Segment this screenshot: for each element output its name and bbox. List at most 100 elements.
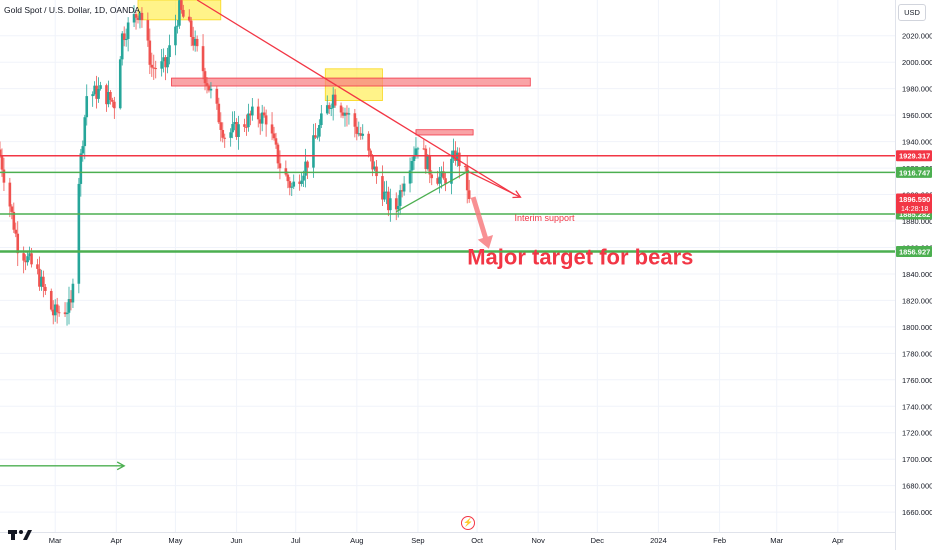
- y-tick-label: 1780.000: [902, 349, 932, 358]
- zone-box[interactable]: [415, 129, 474, 136]
- drop-arrow[interactable]: [470, 196, 494, 249]
- candle-body: [272, 133, 276, 139]
- candle-body: [150, 64, 154, 68]
- candle-body: [111, 99, 114, 102]
- candle-body: [187, 16, 191, 21]
- candle-body: [312, 135, 315, 168]
- tradingview-logo[interactable]: [8, 528, 36, 547]
- x-tick-label: Jul: [291, 536, 301, 545]
- trendline-ascending-support[interactable]: [395, 170, 470, 213]
- candle-body: [260, 112, 264, 124]
- candle-body: [341, 112, 345, 116]
- candle-body: [306, 161, 309, 168]
- y-tick-label: 1800.000: [902, 323, 932, 332]
- x-tick-label: May: [168, 536, 182, 545]
- candle-body: [229, 132, 232, 138]
- candle-body: [2, 169, 6, 183]
- annotation-text[interactable]: Interim support: [515, 213, 576, 223]
- candle-body: [53, 304, 57, 316]
- candle-body: [107, 91, 110, 105]
- candle-body: [221, 129, 225, 138]
- candle-body: [22, 253, 25, 261]
- candle-body: [247, 113, 250, 128]
- candle-body: [124, 38, 128, 41]
- candle-body: [347, 113, 351, 115]
- candle-body: [343, 112, 347, 116]
- candle-body: [148, 40, 152, 65]
- level-badge[interactable]: [896, 166, 932, 178]
- candle-body: [24, 260, 27, 263]
- candle-body: [95, 85, 98, 99]
- candle-body: [164, 57, 167, 68]
- currency-selector[interactable]: USD: [898, 4, 926, 21]
- candle-body: [396, 205, 400, 210]
- candle-body: [77, 183, 81, 284]
- candle-body: [38, 268, 41, 287]
- candle-body: [251, 106, 254, 116]
- candle-body: [26, 256, 29, 263]
- candle-body: [256, 106, 260, 120]
- candle-body: [97, 88, 100, 99]
- candle-body: [385, 191, 388, 193]
- candle-body: [126, 22, 130, 39]
- price-axis-divider: [895, 0, 896, 550]
- candle-body: [91, 94, 94, 97]
- y-tick-label: 1660.000: [902, 508, 932, 517]
- candle-body: [327, 105, 331, 109]
- projection-arrow[interactable]: [468, 171, 521, 198]
- candle-body: [40, 276, 43, 287]
- symbol-title[interactable]: Gold Spot / U.S. Dollar, 1D, OANDA: [4, 5, 141, 15]
- x-tick-label: Mar: [49, 536, 62, 545]
- level-label: 1929.317: [899, 152, 930, 161]
- level-badge[interactable]: [896, 246, 932, 258]
- candle-body: [339, 105, 343, 113]
- candle-body: [134, 14, 138, 18]
- candle-body: [398, 190, 402, 206]
- candle-body: [428, 155, 432, 175]
- candle-body: [233, 121, 236, 125]
- current-price-label: 1896.590: [899, 195, 930, 204]
- x-tick-label: Aug: [350, 536, 363, 545]
- candle-body: [182, 9, 185, 17]
- candle-body: [367, 133, 370, 151]
- x-tick-label: Feb: [713, 536, 726, 545]
- candle-body: [373, 166, 376, 170]
- candle-body: [166, 57, 169, 68]
- candle-body: [440, 171, 443, 177]
- candle-body: [436, 178, 439, 184]
- y-tick-label: 1840.000: [902, 270, 932, 279]
- zone-box[interactable]: [171, 77, 531, 87]
- candle-body: [422, 148, 426, 150]
- candle-body: [120, 33, 124, 60]
- y-tick-label: 1880.000: [902, 217, 932, 226]
- candle-body: [223, 137, 227, 139]
- candle-body: [138, 12, 142, 20]
- candle-body: [458, 152, 461, 167]
- candle-body: [249, 113, 252, 116]
- y-tick-label: 1980.000: [902, 85, 932, 94]
- x-tick-label: 2024: [650, 536, 667, 545]
- candle-body: [28, 253, 31, 257]
- annotation-text[interactable]: Major target for bears: [467, 245, 693, 270]
- candle-body: [0, 155, 4, 170]
- level-badge[interactable]: [896, 150, 932, 162]
- trendline-descending-resistance[interactable]: [196, 0, 515, 196]
- candle-body: [207, 86, 211, 91]
- candle-body: [383, 191, 386, 200]
- candle-body: [83, 117, 87, 147]
- y-tick-label: 1960.000: [902, 111, 932, 120]
- candle-body: [180, 0, 183, 10]
- candle-body: [30, 253, 33, 265]
- time-axis-divider: [0, 532, 895, 533]
- candle-body: [160, 61, 163, 69]
- candle-body: [217, 103, 221, 123]
- x-tick-label: Jun: [231, 536, 243, 545]
- current-price-badge[interactable]: [896, 193, 932, 214]
- candle-body: [203, 71, 207, 84]
- candle-body: [105, 85, 108, 105]
- lightning-icon[interactable]: ⚡: [461, 516, 475, 530]
- candle-body: [44, 286, 47, 291]
- candle-body: [178, 0, 181, 26]
